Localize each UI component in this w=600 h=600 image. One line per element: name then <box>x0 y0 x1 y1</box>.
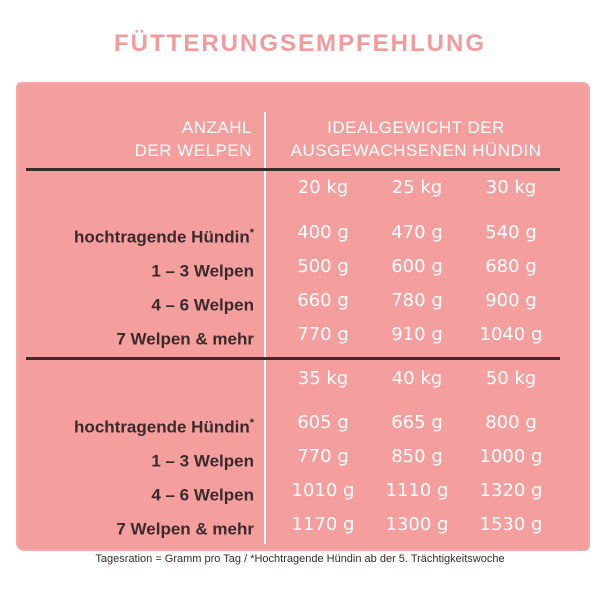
table-row: 4 – 6 Welpen 1010 g 1110 g 1320 g <box>0 476 600 506</box>
table-cell: 540 g <box>485 222 537 243</box>
table-cell: 1010 g <box>291 480 355 501</box>
row-label: 1 – 3 Welpen <box>151 451 254 471</box>
puppy-count-header-line2: DER WELPEN <box>134 141 252 160</box>
table-row: 1 – 3 Welpen 500 g 600 g 680 g <box>0 252 600 282</box>
weight-cell: 30 kg <box>485 177 537 198</box>
table-cell: 600 g <box>391 256 443 277</box>
table-cell: 1000 g <box>479 446 543 467</box>
row-label: 4 – 6 Welpen <box>151 295 254 315</box>
page-title: FÜTTERUNGSEMPFEHLUNG <box>114 30 486 57</box>
table-row: hochtragende Hündin* 400 g 470 g 540 g <box>0 218 600 248</box>
table-cell: 1300 g <box>385 514 449 535</box>
table-cell: 910 g <box>391 324 443 345</box>
table-cell: 900 g <box>485 290 537 311</box>
table-row: 1 – 3 Welpen 770 g 850 g 1000 g <box>0 442 600 472</box>
row-label: hochtragende Hündin* <box>74 227 254 247</box>
weight-cell: 20 kg <box>297 177 349 198</box>
footnote-mark: * <box>249 417 254 429</box>
puppy-count-header-line1: ANZAHL <box>181 118 252 137</box>
row-label: hochtragende Hündin* <box>74 417 254 437</box>
table-cell: 780 g <box>391 290 443 311</box>
ideal-weight-header-line1: IDEALGEWICHT DER <box>327 118 505 137</box>
weight-cell: 40 kg <box>391 368 443 389</box>
table-cell: 660 g <box>297 290 349 311</box>
section-divider <box>26 357 560 360</box>
table-row: hochtragende Hündin* 605 g 665 g 800 g <box>0 408 600 438</box>
row-label: 1 – 3 Welpen <box>151 261 254 281</box>
column-divider <box>264 112 266 544</box>
table-cell: 770 g <box>297 324 349 345</box>
table-cell: 500 g <box>297 256 349 277</box>
weight-row: 20 kg 25 kg 30 kg <box>0 173 600 203</box>
table-cell: 1170 g <box>291 514 355 535</box>
table-row: 7 Welpen & mehr 1170 g 1300 g 1530 g <box>0 510 600 540</box>
ideal-weight-header: IDEALGEWICHT DER AUSGEWACHSENEN HÜNDIN <box>270 116 562 162</box>
weight-cell: 50 kg <box>485 368 537 389</box>
table-cell: 800 g <box>485 412 537 433</box>
table-cell: 1110 g <box>385 480 449 501</box>
puppy-count-header: ANZAHL DER WELPEN <box>40 116 252 162</box>
feeding-table-panel <box>18 84 588 549</box>
table-row: 7 Welpen & mehr 770 g 910 g 1040 g <box>0 320 600 350</box>
table-cell: 770 g <box>297 446 349 467</box>
row-label: 7 Welpen & mehr <box>116 519 254 539</box>
header-divider <box>26 168 560 171</box>
footnote: Tagesration = Gramm pro Tag / *Hochtrage… <box>95 553 505 565</box>
table-cell: 605 g <box>297 412 349 433</box>
ideal-weight-header-line2: AUSGEWACHSENEN HÜNDIN <box>290 141 542 160</box>
table-row: 4 – 6 Welpen 660 g 780 g 900 g <box>0 286 600 316</box>
table-cell: 1040 g <box>479 324 543 345</box>
table-cell: 1320 g <box>479 480 543 501</box>
table-cell: 400 g <box>297 222 349 243</box>
weight-cell: 25 kg <box>391 177 443 198</box>
table-cell: 1530 g <box>479 514 543 535</box>
weight-cell: 35 kg <box>297 368 349 389</box>
weight-row: 35 kg 40 kg 50 kg <box>0 364 600 394</box>
footnote-mark: * <box>249 227 254 239</box>
row-label: 4 – 6 Welpen <box>151 485 254 505</box>
table-cell: 470 g <box>391 222 443 243</box>
table-cell: 665 g <box>391 412 443 433</box>
row-label: 7 Welpen & mehr <box>116 329 254 349</box>
table-cell: 680 g <box>485 256 537 277</box>
table-cell: 850 g <box>391 446 443 467</box>
